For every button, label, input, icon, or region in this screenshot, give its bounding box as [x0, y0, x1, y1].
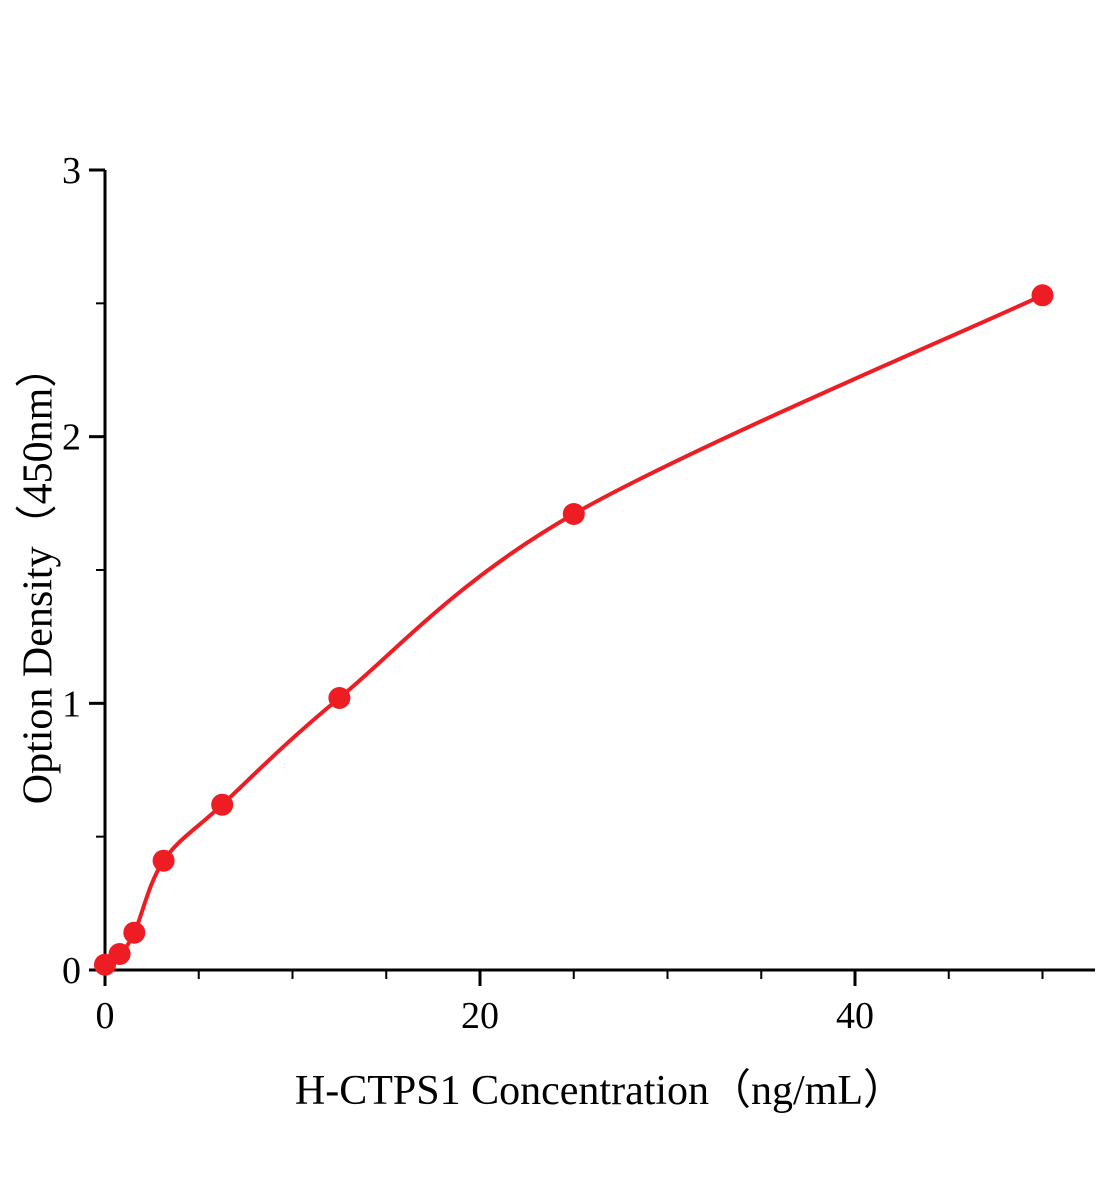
data-point-7: [1031, 284, 1054, 307]
data-point-5: [328, 687, 351, 709]
y-tick-label: 2: [62, 417, 81, 459]
y-tick-label: 1: [62, 683, 81, 725]
data-point-4: [211, 793, 234, 816]
y-axis-title: Option Density（450nm）: [15, 345, 62, 805]
x-tick-label: 40: [836, 995, 874, 1037]
data-point-1: [108, 943, 131, 965]
data-point-3: [152, 849, 175, 872]
x-tick-label: 20: [461, 995, 499, 1037]
x-axis-title: H-CTPS1 Concentration（ng/mL）: [294, 1068, 906, 1114]
x-tick-label: 0: [96, 995, 115, 1037]
y-tick-label: 3: [62, 150, 81, 192]
data-point-6: [562, 503, 585, 525]
y-tick-label: 0: [62, 950, 81, 992]
data-point-2: [123, 921, 146, 944]
fit-curve-line: [103, 293, 1045, 967]
